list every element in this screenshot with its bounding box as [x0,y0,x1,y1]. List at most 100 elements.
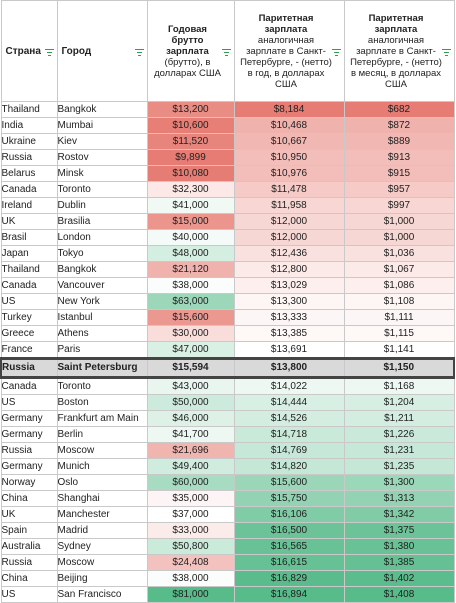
parity-year-cell[interactable]: $16,894 [233,586,345,603]
parity-month-cell[interactable]: $1,150 [343,357,455,379]
city-cell[interactable]: Oslo [56,474,148,491]
parity-year-cell[interactable]: $16,615 [233,554,345,571]
gross-salary-cell[interactable]: $47,000 [146,341,235,359]
parity-year-cell[interactable]: $13,300 [233,293,345,310]
parity-year-cell[interactable]: $13,385 [233,325,345,342]
gross-salary-cell[interactable]: $30,000 [146,325,235,342]
country-cell[interactable]: Canada [0,181,58,198]
city-cell[interactable]: Berlin [56,426,148,443]
gross-salary-cell[interactable]: $32,300 [146,181,235,198]
city-cell[interactable]: Bangkok [56,261,148,278]
city-cell[interactable]: Vancouver [56,277,148,294]
gross-salary-cell[interactable]: $81,000 [146,586,235,603]
city-cell[interactable]: Beijing [56,570,148,587]
country-cell[interactable]: Thailand [0,101,58,118]
city-cell[interactable]: Kiev [56,133,148,150]
parity-month-cell[interactable]: $1,402 [343,570,455,587]
city-cell[interactable]: Brasilia [56,213,148,230]
parity-year-cell[interactable]: $15,750 [233,490,345,507]
country-cell[interactable]: US [0,293,58,310]
parity-year-cell[interactable]: $14,718 [233,426,345,443]
city-cell[interactable]: San Francisco [56,586,148,603]
country-cell[interactable]: UK [0,506,58,523]
parity-month-cell[interactable]: $1,211 [343,410,455,427]
parity-month-cell[interactable]: $1,342 [343,506,455,523]
city-cell[interactable]: Frankfurt am Main [56,410,148,427]
gross-salary-cell[interactable]: $41,000 [146,197,235,214]
parity-month-cell[interactable]: $1,168 [343,377,455,395]
city-cell[interactable]: Madrid [56,522,148,539]
country-cell[interactable]: Spain [0,522,58,539]
parity-month-cell[interactable]: $997 [343,197,455,214]
parity-month-cell[interactable]: $1,086 [343,277,455,294]
header-city[interactable]: Город [56,0,148,102]
gross-salary-cell[interactable]: $11,520 [146,133,235,150]
country-cell[interactable]: China [0,570,58,587]
parity-year-cell[interactable]: $14,526 [233,410,345,427]
city-cell[interactable]: Dublin [56,197,148,214]
parity-month-cell[interactable]: $889 [343,133,455,150]
gross-salary-cell[interactable]: $37,000 [146,506,235,523]
parity-year-cell[interactable]: $16,500 [233,522,345,539]
city-cell[interactable]: Bangkok [56,101,148,118]
country-cell[interactable]: Russia [0,357,58,379]
country-cell[interactable]: Norway [0,474,58,491]
country-cell[interactable]: US [0,394,58,411]
city-cell[interactable]: Shanghai [56,490,148,507]
parity-year-cell[interactable]: $10,667 [233,133,345,150]
parity-month-cell[interactable]: $1,000 [343,213,455,230]
parity-month-cell[interactable]: $1,385 [343,554,455,571]
gross-salary-cell[interactable]: $15,594 [146,357,235,379]
header-country[interactable]: Страна [0,0,58,102]
gross-salary-cell[interactable]: $15,000 [146,213,235,230]
parity-month-cell[interactable]: $1,231 [343,442,455,459]
gross-salary-cell[interactable]: $50,800 [146,538,235,555]
parity-month-cell[interactable]: $1,115 [343,325,455,342]
gross-salary-cell[interactable]: $15,600 [146,309,235,326]
country-cell[interactable]: Russia [0,149,58,166]
parity-month-cell[interactable]: $1,108 [343,293,455,310]
parity-month-cell[interactable]: $1,204 [343,394,455,411]
gross-salary-cell[interactable]: $46,000 [146,410,235,427]
country-cell[interactable]: Brasil [0,229,58,246]
country-cell[interactable]: Russia [0,442,58,459]
gross-salary-cell[interactable]: $49,400 [146,458,235,475]
country-cell[interactable]: Germany [0,410,58,427]
parity-month-cell[interactable]: $1,226 [343,426,455,443]
city-cell[interactable]: Moscow [56,442,148,459]
parity-month-cell[interactable]: $1,036 [343,245,455,262]
country-cell[interactable]: Japan [0,245,58,262]
parity-year-cell[interactable]: $14,444 [233,394,345,411]
gross-salary-cell[interactable]: $48,000 [146,245,235,262]
city-cell[interactable]: Rostov [56,149,148,166]
parity-month-cell[interactable]: $1,380 [343,538,455,555]
country-cell[interactable]: Belarus [0,165,58,182]
header-parity-month[interactable]: Паритетная зарплата аналогичная зарплате … [343,0,455,102]
gross-salary-cell[interactable]: $35,000 [146,490,235,507]
city-cell[interactable]: Moscow [56,554,148,571]
country-cell[interactable]: Ukraine [0,133,58,150]
city-cell[interactable]: Boston [56,394,148,411]
parity-year-cell[interactable]: $10,468 [233,117,345,134]
filter-icon[interactable] [331,49,341,57]
gross-salary-cell[interactable]: $13,200 [146,101,235,118]
parity-year-cell[interactable]: $8,184 [233,101,345,118]
country-cell[interactable]: Germany [0,426,58,443]
city-cell[interactable]: Toronto [56,181,148,198]
parity-month-cell[interactable]: $913 [343,149,455,166]
parity-month-cell[interactable]: $957 [343,181,455,198]
city-cell[interactable]: London [56,229,148,246]
parity-month-cell[interactable]: $1,313 [343,490,455,507]
parity-year-cell[interactable]: $12,000 [233,213,345,230]
parity-month-cell[interactable]: $1,067 [343,261,455,278]
parity-year-cell[interactable]: $12,436 [233,245,345,262]
country-cell[interactable]: Canada [0,277,58,294]
city-cell[interactable]: Toronto [56,377,148,395]
parity-year-cell[interactable]: $13,029 [233,277,345,294]
parity-month-cell[interactable]: $1,375 [343,522,455,539]
city-cell[interactable]: Manchester [56,506,148,523]
country-cell[interactable]: France [0,341,58,359]
parity-year-cell[interactable]: $11,478 [233,181,345,198]
city-cell[interactable]: New York [56,293,148,310]
gross-salary-cell[interactable]: $63,000 [146,293,235,310]
